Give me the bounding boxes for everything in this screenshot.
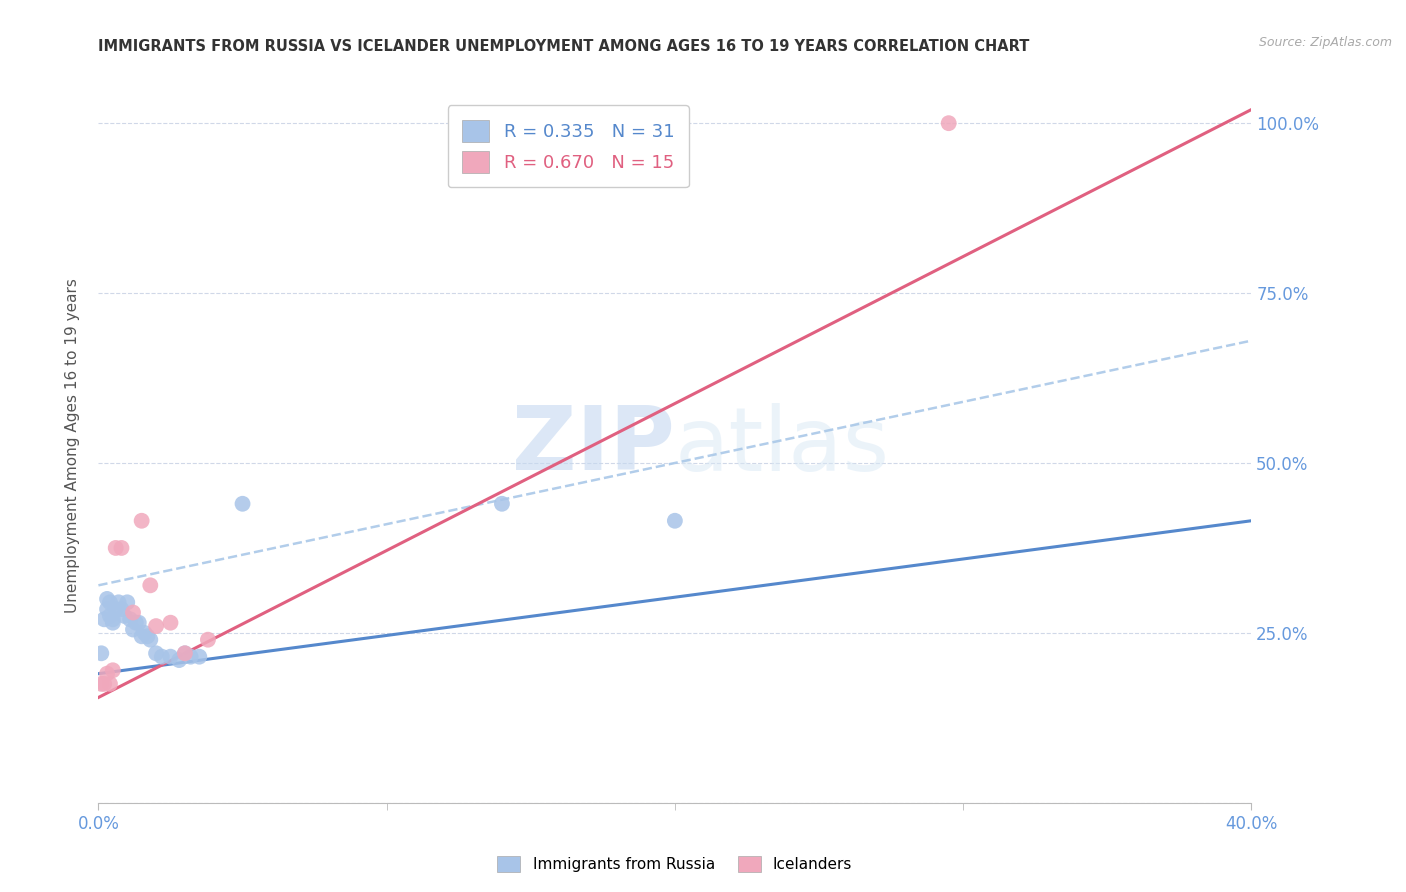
Point bbox=[128, 615, 150, 630]
Point bbox=[110, 602, 132, 616]
Point bbox=[90, 646, 112, 660]
Point bbox=[101, 663, 124, 677]
Point bbox=[131, 629, 153, 643]
Text: Source: ZipAtlas.com: Source: ZipAtlas.com bbox=[1258, 36, 1392, 49]
Point bbox=[93, 677, 115, 691]
Point bbox=[96, 666, 118, 681]
Point bbox=[122, 606, 145, 620]
Point bbox=[188, 649, 211, 664]
Point bbox=[139, 632, 162, 647]
Point bbox=[145, 619, 167, 633]
Point bbox=[112, 608, 135, 623]
Point bbox=[96, 591, 118, 606]
Point bbox=[101, 612, 124, 626]
Point bbox=[93, 612, 115, 626]
Point bbox=[491, 497, 513, 511]
Point bbox=[96, 602, 118, 616]
Point bbox=[197, 632, 219, 647]
Point bbox=[101, 615, 124, 630]
Y-axis label: Unemployment Among Ages 16 to 19 years: Unemployment Among Ages 16 to 19 years bbox=[65, 278, 80, 614]
Text: IMMIGRANTS FROM RUSSIA VS ICELANDER UNEMPLOYMENT AMONG AGES 16 TO 19 YEARS CORRE: IMMIGRANTS FROM RUSSIA VS ICELANDER UNEM… bbox=[98, 38, 1029, 54]
Point bbox=[174, 646, 197, 660]
Point bbox=[139, 578, 162, 592]
Point bbox=[180, 649, 202, 664]
Point bbox=[131, 514, 153, 528]
Legend: R = 0.335   N = 31, R = 0.670   N = 15: R = 0.335 N = 31, R = 0.670 N = 15 bbox=[447, 105, 689, 187]
Point bbox=[145, 646, 167, 660]
Point bbox=[134, 626, 156, 640]
Point bbox=[231, 497, 254, 511]
Point bbox=[122, 623, 145, 637]
Point bbox=[104, 602, 127, 616]
Point bbox=[159, 615, 181, 630]
Text: atlas: atlas bbox=[675, 402, 890, 490]
Point bbox=[150, 649, 173, 664]
Point bbox=[125, 615, 148, 630]
Point bbox=[98, 595, 121, 609]
Point bbox=[174, 646, 197, 660]
Point bbox=[117, 595, 139, 609]
Point bbox=[159, 649, 181, 664]
Point bbox=[104, 541, 127, 555]
Point bbox=[98, 608, 121, 623]
Point bbox=[136, 629, 159, 643]
Point bbox=[98, 677, 121, 691]
Point bbox=[110, 541, 132, 555]
Point bbox=[120, 612, 142, 626]
Point bbox=[167, 653, 190, 667]
Legend: Immigrants from Russia, Icelanders: Immigrants from Russia, Icelanders bbox=[489, 848, 860, 880]
Point bbox=[664, 514, 686, 528]
Text: ZIP: ZIP bbox=[512, 402, 675, 490]
Point bbox=[107, 595, 129, 609]
Point bbox=[938, 116, 960, 130]
Point bbox=[90, 677, 112, 691]
